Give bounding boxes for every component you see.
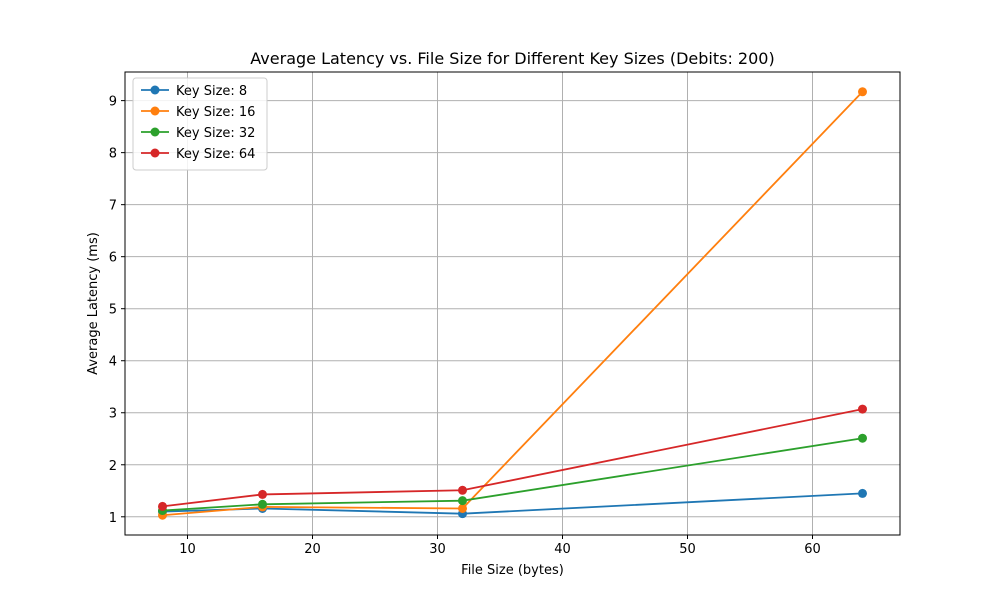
- legend-label: Key Size: 8: [176, 84, 247, 99]
- data-point: [458, 485, 467, 495]
- legend-item: Key Size: 8: [141, 84, 247, 99]
- y-tick-label: 1: [109, 511, 117, 526]
- y-tick-label: 9: [109, 95, 117, 110]
- legend-label: Key Size: 16: [176, 105, 255, 120]
- x-tick-label: 30: [429, 542, 446, 557]
- plot-frame: [124, 71, 901, 536]
- x-tick-label: 60: [804, 542, 821, 557]
- y-tick-label: 3: [109, 407, 117, 422]
- legend-swatch-marker: [150, 127, 160, 137]
- data-point: [858, 87, 867, 97]
- legend-item: Key Size: 16: [141, 105, 255, 120]
- legend: Key Size: 8 Key Size: 16 Key Size: 32 Key S…: [132, 77, 268, 171]
- y-tick-label: 2: [109, 459, 117, 474]
- legend-label: Key Size: 32: [176, 126, 255, 141]
- x-axis-label: File Size (bytes): [461, 563, 564, 578]
- data-point: [858, 488, 867, 498]
- grid: [125, 72, 900, 535]
- data-point: [258, 489, 267, 499]
- series-line: [162, 437, 863, 512]
- y-tick-label: 8: [109, 147, 117, 162]
- data-point: [858, 433, 867, 443]
- legend-swatch-marker: [150, 148, 160, 158]
- ticks: 10 20 30 40 50 60 1 2 3 4 5 6 7 8 9: [109, 95, 821, 557]
- series-line: [162, 492, 863, 515]
- y-tick-label: 7: [109, 199, 117, 214]
- data-point: [258, 499, 267, 509]
- data-point: [858, 404, 867, 414]
- x-tick-label: 10: [179, 542, 196, 557]
- x-tick-label: 50: [679, 542, 696, 557]
- legend-swatch-marker: [150, 85, 160, 95]
- series-line: [162, 91, 864, 517]
- legend-item: Key Size: 64: [141, 147, 255, 162]
- legend-label: Key Size: 64: [176, 147, 255, 162]
- data-point: [158, 501, 167, 511]
- data-point: [458, 496, 467, 506]
- x-tick-label: 20: [304, 542, 321, 557]
- legend-box: [132, 77, 268, 171]
- y-tick-label: 5: [109, 303, 117, 318]
- data-point: [458, 503, 467, 513]
- x-tick-label: 40: [554, 542, 571, 557]
- series-layer: [158, 87, 867, 520]
- y-axis-label: Average Latency (ms): [86, 232, 101, 375]
- legend-swatch-marker: [150, 106, 160, 116]
- series-4: [158, 404, 867, 511]
- chart-title: Average Latency vs. File Size for Differ…: [250, 49, 774, 68]
- y-tick-label: 4: [109, 355, 117, 370]
- series-line: [162, 408, 863, 508]
- legend-item: Key Size: 32: [141, 126, 255, 141]
- y-tick-label: 6: [109, 251, 117, 266]
